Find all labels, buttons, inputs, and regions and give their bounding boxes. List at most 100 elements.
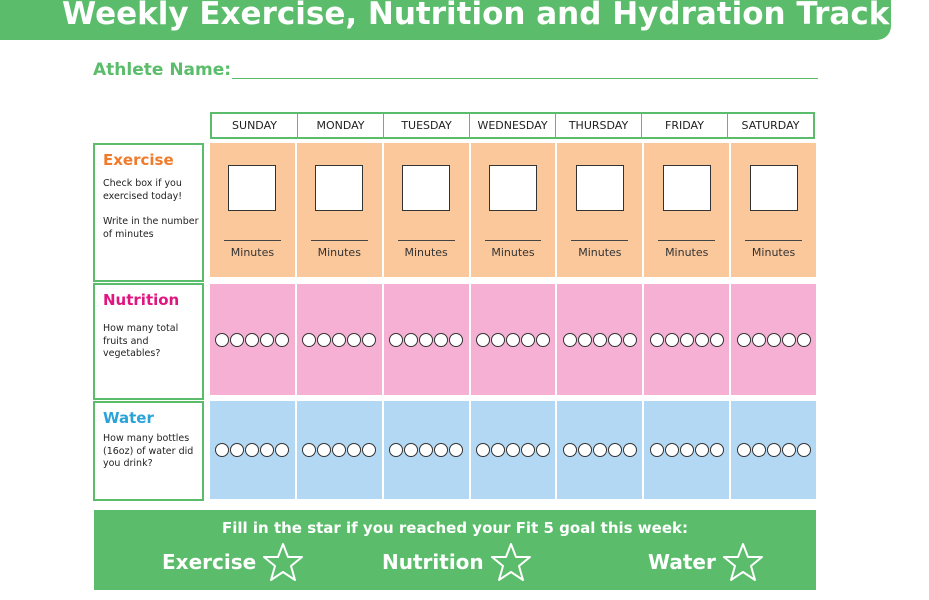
water-circle[interactable] (404, 443, 419, 457)
water-cell-sunday (210, 401, 297, 499)
exercise-desc-check: Check box if you exercised today! (103, 178, 183, 202)
nutrition-cell-sunday (210, 284, 297, 395)
water-circle[interactable] (577, 443, 592, 457)
nutrition-circle[interactable] (389, 332, 404, 347)
star-icon[interactable] (490, 542, 532, 582)
nutrition-circle[interactable] (245, 332, 260, 347)
water-circle[interactable] (332, 443, 347, 457)
water-circles (297, 443, 382, 457)
water-circle[interactable] (536, 443, 550, 457)
nutrition-circle[interactable] (506, 332, 520, 347)
nutrition-circle[interactable] (347, 332, 362, 347)
nutrition-circle[interactable] (404, 332, 419, 347)
nutrition-circle[interactable] (317, 332, 332, 347)
nutrition-circle[interactable] (230, 332, 245, 347)
minutes-line[interactable] (484, 240, 542, 241)
water-circle[interactable] (230, 443, 245, 457)
nutrition-circle[interactable] (577, 332, 592, 347)
water-circle[interactable] (751, 443, 766, 457)
nutrition-circle[interactable] (491, 332, 505, 347)
exercise-checkbox[interactable] (228, 165, 277, 211)
nutrition-circle[interactable] (709, 332, 724, 347)
water-circle[interactable] (592, 443, 607, 457)
water-circle[interactable] (562, 443, 577, 457)
nutrition-circle[interactable] (694, 332, 709, 347)
nutrition-circle[interactable] (781, 332, 796, 347)
minutes-line[interactable] (397, 240, 455, 241)
exercise-cell-wednesday: Minutes (470, 143, 558, 277)
exercise-checkbox[interactable] (575, 165, 624, 211)
star-icon[interactable] (262, 542, 304, 582)
water-cell-thursday (557, 401, 645, 499)
nutrition-circle[interactable] (592, 332, 607, 347)
nutrition-circle[interactable] (736, 332, 751, 347)
water-circle[interactable] (664, 443, 679, 457)
minutes-line[interactable] (571, 240, 629, 241)
water-circle[interactable] (796, 443, 811, 457)
water-circle[interactable] (622, 443, 637, 457)
water-circle[interactable] (506, 443, 520, 457)
nutrition-circle[interactable] (649, 332, 664, 347)
water-circle[interactable] (736, 443, 751, 457)
water-circle[interactable] (449, 443, 464, 457)
water-circle[interactable] (245, 443, 260, 457)
nutrition-circle[interactable] (562, 332, 577, 347)
water-circle[interactable] (766, 443, 781, 457)
water-circle[interactable] (694, 443, 709, 457)
water-circle[interactable] (781, 443, 796, 457)
exercise-checkbox[interactable] (315, 165, 364, 211)
nutrition-circle[interactable] (332, 332, 347, 347)
nutrition-circle[interactable] (476, 332, 490, 347)
exercise-checkbox[interactable] (489, 165, 537, 211)
nutrition-circle[interactable] (449, 332, 464, 347)
water-circle[interactable] (260, 443, 275, 457)
nutrition-circle[interactable] (419, 332, 434, 347)
nutrition-circle[interactable] (796, 332, 811, 347)
minutes-line[interactable] (310, 240, 368, 241)
exercise-checkbox[interactable] (662, 165, 711, 211)
nutrition-circle[interactable] (275, 332, 290, 347)
athlete-name-field[interactable] (232, 78, 818, 79)
nutrition-cell-thursday (557, 284, 645, 395)
nutrition-circle[interactable] (521, 332, 535, 347)
nutrition-circle[interactable] (766, 332, 781, 347)
nutrition-circle[interactable] (362, 332, 377, 347)
water-cell-friday (644, 401, 732, 499)
star-icon[interactable] (722, 542, 764, 582)
water-circle[interactable] (419, 443, 434, 457)
nutrition-circle[interactable] (302, 332, 317, 347)
nutrition-circle[interactable] (434, 332, 449, 347)
exercise-checkbox[interactable] (749, 165, 798, 211)
water-circle[interactable] (275, 443, 290, 457)
nutrition-cell-wednesday (470, 284, 558, 395)
nutrition-circle[interactable] (679, 332, 694, 347)
nutrition-circle[interactable] (215, 332, 230, 347)
water-circle[interactable] (362, 443, 377, 457)
water-circle[interactable] (476, 443, 490, 457)
nutrition-circle[interactable] (622, 332, 637, 347)
water-circle[interactable] (649, 443, 664, 457)
water-circles (210, 443, 295, 457)
nutrition-circle[interactable] (260, 332, 275, 347)
water-circle[interactable] (347, 443, 362, 457)
water-circle[interactable] (317, 443, 332, 457)
water-circle[interactable] (679, 443, 694, 457)
water-circle[interactable] (215, 443, 230, 457)
minutes-line[interactable] (224, 240, 281, 241)
water-circle[interactable] (709, 443, 724, 457)
water-circle[interactable] (434, 443, 449, 457)
minutes-line[interactable] (658, 240, 716, 241)
water-circle[interactable] (491, 443, 505, 457)
minutes-label: Minutes (404, 246, 448, 259)
nutrition-circle[interactable] (536, 332, 550, 347)
nutrition-circle[interactable] (664, 332, 679, 347)
water-circle[interactable] (389, 443, 404, 457)
water-circle[interactable] (521, 443, 535, 457)
exercise-checkbox[interactable] (402, 165, 451, 211)
water-circle[interactable] (607, 443, 622, 457)
water-circle[interactable] (302, 443, 317, 457)
minutes-line[interactable] (745, 240, 803, 241)
nutrition-circle[interactable] (751, 332, 766, 347)
nutrition-circle[interactable] (607, 332, 622, 347)
page-title: Weekly Exercise, Nutrition and Hydration… (62, 0, 929, 32)
